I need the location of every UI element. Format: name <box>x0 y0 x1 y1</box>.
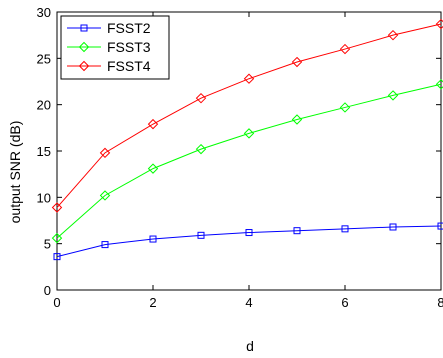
y-axis-label: output SNR (dB) <box>7 121 23 224</box>
legend-label: FSST2 <box>107 20 151 36</box>
series-fsst2 <box>54 223 443 260</box>
legend-label: FSST3 <box>107 39 151 55</box>
x-tick-label: 6 <box>341 295 348 310</box>
y-tick-label: 15 <box>37 144 51 159</box>
x-tick-label: 0 <box>53 295 60 310</box>
y-tick-label: 5 <box>44 237 51 252</box>
x-tick-label: 8 <box>437 295 443 310</box>
x-tick-label: 4 <box>245 295 252 310</box>
y-tick-label: 25 <box>37 51 51 66</box>
x-tick-label: 2 <box>149 295 156 310</box>
legend: FSST2 FSST3 FSST4 <box>61 16 169 79</box>
series-fsst3 <box>53 80 443 243</box>
y-tick-label: 30 <box>37 5 51 20</box>
y-tick-label: 10 <box>37 190 51 205</box>
x-axis-label: d <box>246 338 254 353</box>
series-line <box>57 84 441 238</box>
y-tick-label: 20 <box>37 98 51 113</box>
legend-label: FSST4 <box>107 58 151 74</box>
y-tick-label: 0 <box>44 283 51 298</box>
series-line <box>57 226 441 257</box>
